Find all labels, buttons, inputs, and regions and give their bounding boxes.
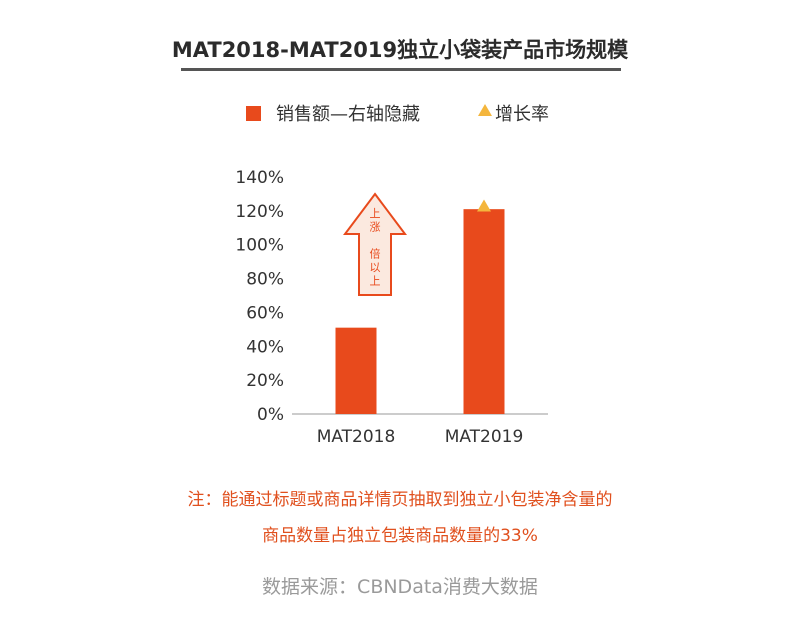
y-tick-label: 120% [235,202,284,222]
arrow-annotation-char: 上 [370,275,381,288]
arrow-annotation-char: 以 [370,261,381,274]
y-tick-label: 20% [246,371,284,391]
data-source: 数据来源：CBNData消费大数据 [262,576,538,598]
arrow-annotation-char: 倍 [370,247,381,261]
bar-chart: 0% 20% 40% 60% 80% 100% 120% 140% MAT2018 MAT2019… [235,168,548,447]
note-line-2: 商品数量占独立包装商品数量的33% [262,526,538,546]
y-tick-label: 60% [246,303,284,323]
x-tick-label: MAT2018 [317,427,396,447]
bar-MAT2018 [335,327,377,414]
legend-bar-swatch [246,106,261,121]
note-line-1: 注：能通过标题或商品详情页抽取到独立小包装净含量的 [187,490,613,510]
legend-marker-label: 增长率 [495,104,549,125]
y-tick-label: 80% [246,270,284,290]
arrow-annotation-char: 上 [370,207,381,220]
arrow-annotation-char: 涨 [370,221,381,234]
y-tick-label: 40% [246,337,284,357]
growth-marker-MAT2019 [477,199,491,212]
y-tick-label: 140% [235,168,284,188]
bar-MAT2019 [463,209,505,414]
y-tick-label: 100% [235,236,284,256]
legend-triangle-icon [478,104,492,116]
growth-arrow-icon [343,192,407,296]
title-underline [181,68,621,71]
x-tick-label: MAT2019 [445,427,524,447]
chart-title: MAT2018-MAT2019独立小袋装产品市场规模 [171,38,629,62]
legend: 销售额—右轴隐藏 增长率 [0,100,800,130]
y-tick-label: 0% [257,405,284,425]
legend-bar-label: 销售额—右轴隐藏 [276,104,420,125]
